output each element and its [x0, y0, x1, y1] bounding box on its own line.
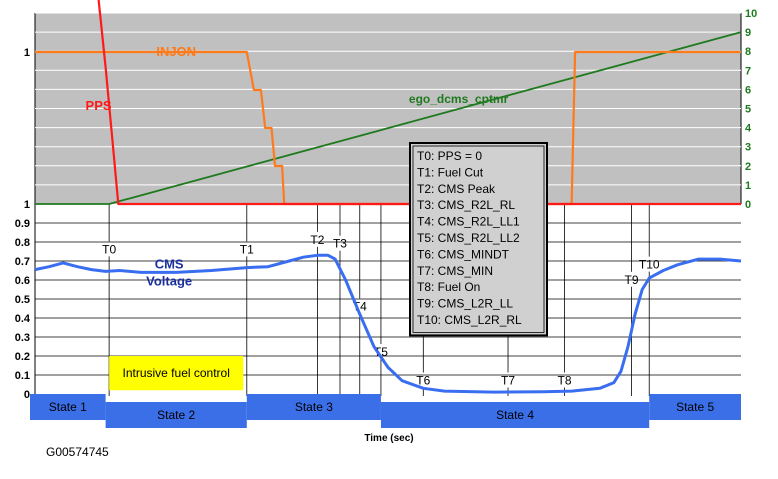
cms-label-line2: Voltage: [146, 274, 192, 289]
legend-entry: T10: CMS_L2R_RL: [417, 313, 522, 327]
event-label-t8: T8: [557, 374, 571, 388]
legend-entry: T0: PPS = 0: [417, 149, 482, 163]
y-left-tick: 0.8: [15, 237, 30, 249]
y-left-tick: 0.2: [15, 351, 30, 363]
state-bar-state-2: [105, 402, 247, 428]
ego-dcms-cptmr-label: ego_dcms_cptmr: [409, 92, 509, 106]
event-label-t9: T9: [625, 273, 639, 287]
y-right-tick: 2: [745, 161, 751, 173]
y-left-tick: 0.1: [15, 370, 30, 382]
legend-entry: T1: Fuel Cut: [417, 165, 484, 179]
state-label: State 3: [295, 400, 333, 414]
x-axis-label: Time (sec): [364, 433, 413, 444]
y-left-tick: 0.9: [15, 218, 30, 230]
state-label: State 4: [496, 408, 534, 422]
figure-id: G00574745: [46, 445, 109, 459]
legend-outer: [409, 142, 548, 337]
y-right-tick: 9: [745, 27, 751, 39]
series-annotations: INJON PPS ego_dcms_cptmr CMS Voltage Intrusiv…: [86, 44, 509, 391]
y-left-upper-tick: 1: [24, 47, 30, 59]
legend-entry: T3: CMS_R2L_RL: [417, 198, 515, 212]
state-bar-state-5: [649, 394, 741, 420]
legend-entry: T6: CMS_MINDT: [417, 247, 510, 261]
event-label-t1: T1: [240, 242, 254, 256]
state-bar-state-3: [246, 394, 381, 420]
intrusive-label: Intrusive fuel control: [123, 366, 230, 380]
pps-label: PPS: [86, 98, 112, 113]
event-label-t2: T2: [310, 233, 324, 247]
y-right-tick: 5: [745, 104, 751, 116]
y-axis-ticks: 10987654321010.90.80.70.60.50.40.30.20.1…: [15, 8, 758, 401]
y-right-tick: 3: [745, 142, 751, 154]
legend-entry: T4: CMS_R2L_LL1: [417, 215, 520, 229]
legend-entry: T2: CMS Peak: [417, 182, 496, 196]
injon-label: INJON: [156, 44, 196, 59]
event-label-t5: T5: [374, 345, 388, 359]
series-cms-voltage: [34, 253, 742, 394]
y-right-tick: 4: [745, 123, 752, 135]
legend-inner: [412, 145, 545, 333]
y-left-tick: 0: [24, 389, 30, 401]
state-label: State 2: [157, 408, 195, 422]
y-left-tick: 1: [24, 199, 30, 211]
state-bars: State 1 State 2 State 3 State 4 State 5: [30, 394, 741, 428]
y-right-tick: 7: [745, 65, 751, 77]
event-legend-box: T0: PPS = 0 T1: Fuel Cut T2: CMS Peak T3: C…: [409, 142, 548, 337]
state-label: State 1: [49, 400, 87, 414]
legend-entry: T9: CMS_L2R_LL: [417, 297, 513, 311]
y-left-tick: 0.5: [15, 294, 30, 306]
state-bar-state-1: [30, 394, 106, 420]
legend-entry: T5: CMS_R2L_LL2: [417, 231, 520, 245]
y-right-tick: 6: [745, 84, 751, 96]
legend-entry: T8: Fuel On: [417, 280, 480, 294]
intrusive-box: [109, 356, 244, 391]
series-ego-dcms-cptmr: [35, 31, 742, 205]
event-label-t10: T10: [639, 258, 660, 272]
legend-entry: T7: CMS_MIN: [417, 264, 493, 278]
y-right-tick: 10: [745, 8, 757, 20]
state-label: State 5: [676, 400, 714, 414]
y-left-tick: 0.4: [15, 313, 31, 325]
y-left-tick: 0.7: [15, 256, 30, 268]
y-right-tick: 8: [745, 46, 751, 58]
y-left-tick: 0.6: [15, 275, 30, 287]
event-label-t0: T0: [102, 242, 116, 256]
event-label-t6: T6: [416, 374, 430, 388]
series-pps: [97, 0, 741, 206]
event-label-t3: T3: [333, 237, 347, 251]
event-label-t7: T7: [501, 374, 515, 388]
y-left-tick: 0.3: [15, 332, 30, 344]
y-right-tick: 0: [745, 199, 751, 211]
series-injon: [35, 50, 741, 206]
cms-label-line1: CMS: [155, 257, 184, 272]
series-lines: [34, 0, 742, 394]
state-bar-state-4: [380, 402, 650, 428]
y-right-tick: 1: [745, 180, 751, 192]
